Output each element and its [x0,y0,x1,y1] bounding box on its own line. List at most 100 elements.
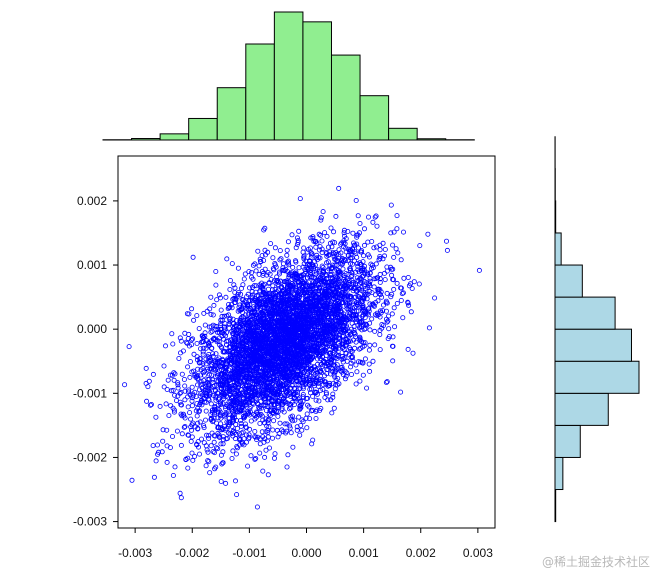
y-histogram-bar [554,296,616,330]
scatter-point [266,368,272,374]
scatter-point [316,231,322,237]
scatter-point [279,324,285,330]
scatter-point [311,274,317,280]
scatter-point [325,301,331,307]
scatter-point [286,301,292,307]
scatter-point [275,322,281,328]
scatter-point [400,290,406,296]
scatter-point [232,393,238,399]
scatter-point [388,230,394,236]
scatter-point [380,302,386,308]
scatter-point [180,348,186,354]
scatter-point [227,286,233,292]
scatter-point [218,402,224,408]
scatter-point [313,397,319,403]
scatter-point [246,285,252,291]
scatter-point [295,372,301,378]
scatter-point [345,292,351,298]
scatter-point [247,409,253,415]
scatter-point [271,410,277,416]
scatter-point [187,410,193,416]
scatter-point [323,391,329,397]
scatter-point [255,401,261,407]
scatter-point [277,248,283,254]
scatter-point [260,388,266,394]
scatter-point [339,356,345,362]
scatter-point [250,381,256,387]
scatter-point [328,318,334,324]
scatter-point [398,257,404,263]
scatter-point [315,277,321,283]
scatter-point [307,259,313,265]
scatter-point [388,202,394,208]
scatter-point [400,229,406,235]
scatter-point [231,382,237,388]
scatter-point [374,223,380,229]
scatter-point [240,429,246,435]
scatter-point [219,383,225,389]
scatter-point [263,400,269,406]
scatter-point [336,185,342,191]
scatter-point [280,386,286,392]
scatter-point [206,324,212,330]
scatter-point [229,261,235,267]
scatter-point [354,254,360,260]
scatter-point [209,377,215,383]
scatter-point [177,390,183,396]
scatter-point [231,282,237,288]
scatter-point [234,425,240,431]
scatter-point [357,315,363,321]
scatter-point [239,430,245,436]
scatter-point [275,434,281,440]
scatter-point [169,433,175,439]
scatter-point [245,392,251,398]
scatter-point [270,304,276,310]
scatter-point [390,343,396,349]
scatter-point [316,274,322,280]
scatter-point [311,328,317,334]
scatter-point [386,326,392,332]
scatter-point [267,329,273,335]
scatter-point [235,390,241,396]
scatter-point [265,429,271,435]
scatter-point [220,441,226,447]
scatter-point [292,258,298,264]
scatter-point [254,299,260,305]
scatter-point [304,358,310,364]
scatter-point [329,262,335,268]
scatter-point [202,330,208,336]
scatter-point [206,458,212,464]
scatter-point [225,358,231,364]
scatter-point [332,374,338,380]
scatter-point [384,300,390,306]
scatter-point [393,246,399,252]
scatter-point [398,285,404,291]
scatter-point [342,241,348,247]
scatter-point [279,355,285,361]
scatter-point [247,399,253,405]
scatter-point [310,235,316,241]
scatter-point [185,364,191,370]
scatter-point [217,367,223,373]
scatter-point [208,363,214,369]
scatter-point [185,389,191,395]
scatter-point [306,381,312,387]
scatter-point [343,373,349,379]
scatter-point [271,455,277,461]
scatter-point [292,362,298,368]
scatter-point [204,366,210,372]
scatter-point [262,300,268,306]
scatter-point [304,324,310,330]
scatter-point [273,347,279,353]
scatter-point [280,261,286,267]
scatter-point [380,240,386,246]
scatter-point [307,283,313,289]
scatter-point [345,317,351,323]
scatter-point [294,389,300,395]
scatter-point [391,305,397,311]
scatter-point [425,231,431,237]
scatter-point [358,247,364,253]
scatter-point [330,394,336,400]
scatter-point [262,225,268,231]
scatter-point [237,324,243,330]
